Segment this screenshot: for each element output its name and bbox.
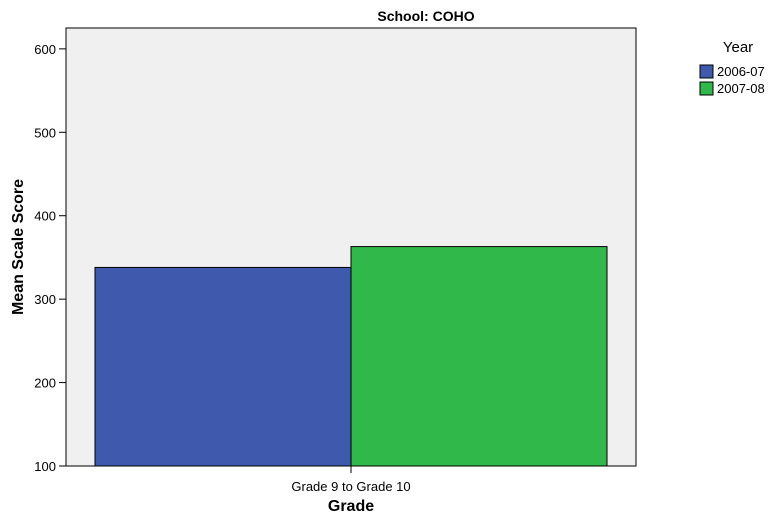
y-tick-label: 200 bbox=[34, 376, 56, 391]
legend-label: 2007-08 bbox=[717, 81, 765, 96]
bar-series-group bbox=[94, 246, 608, 467]
y-tick-label: 500 bbox=[34, 125, 56, 140]
y-tick-label: 100 bbox=[34, 459, 56, 474]
legend-swatch bbox=[699, 81, 714, 96]
legend-label: 2006-07 bbox=[717, 64, 765, 79]
y-tick-label: 600 bbox=[34, 42, 56, 57]
y-tick-label: 300 bbox=[34, 292, 56, 307]
x-axis-title: Grade bbox=[328, 498, 374, 515]
y-axis: 100 200 300 400 500 600 bbox=[34, 42, 66, 474]
bar-2007-08 bbox=[350, 246, 608, 467]
y-axis-title: Mean Scale Score bbox=[10, 179, 27, 315]
bar-2006-07 bbox=[94, 266, 352, 467]
chart-title: School: COHO bbox=[377, 8, 474, 24]
legend-title: Year bbox=[723, 39, 753, 56]
legend-swatch bbox=[699, 64, 714, 79]
x-tick-label: Grade 9 to Grade 10 bbox=[291, 479, 410, 494]
legend-items: 2006-07 2007-08 bbox=[699, 64, 765, 96]
y-tick-label: 400 bbox=[34, 209, 56, 224]
legend: Year 2006-07 2007-08 bbox=[699, 39, 765, 96]
